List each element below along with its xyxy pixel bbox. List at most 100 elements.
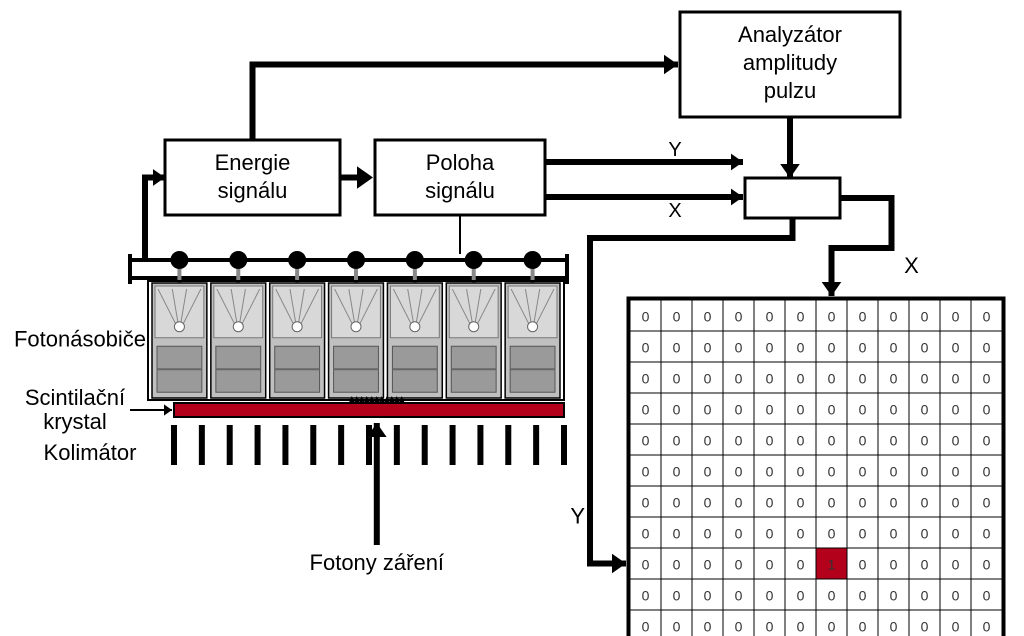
analyzer-line3: pulzu — [764, 78, 817, 103]
line-nodes-energy — [145, 178, 165, 261]
matrix-cell-value: 0 — [952, 557, 960, 573]
matrix-cell-value: 0 — [704, 588, 712, 604]
matrix-cell-value: 0 — [797, 557, 805, 573]
matrix-cell-value: 0 — [859, 464, 867, 480]
matrix-cell-value: 0 — [735, 588, 743, 604]
matrix-cell-value: 0 — [797, 464, 805, 480]
matrix-cell-value: 0 — [921, 402, 929, 418]
matrix-cell-value: 0 — [766, 495, 774, 511]
matrix-cell-value: 0 — [642, 495, 650, 511]
matrix-cell-value: 0 — [642, 588, 650, 604]
matrix-cell-value: 0 — [890, 402, 898, 418]
matrix-cell-value: 0 — [921, 495, 929, 511]
matrix-cell-value: 0 — [797, 433, 805, 449]
energy-line2: signálu — [218, 178, 288, 203]
matrix-x-label: X — [904, 253, 919, 278]
matrix-cell-value: 0 — [797, 526, 805, 542]
matrix-cell-value: 0 — [983, 464, 991, 480]
matrix-cell-value: 0 — [673, 619, 681, 635]
node-dot — [229, 251, 247, 269]
matrix-cell-value: 0 — [673, 433, 681, 449]
matrix-cell-value: 0 — [952, 371, 960, 387]
matrix-cell-value: 0 — [704, 464, 712, 480]
matrix-cell-value: 0 — [983, 402, 991, 418]
matrix-cell-value: 0 — [704, 340, 712, 356]
matrix-cell-value: 0 — [735, 526, 743, 542]
matrix-cell-value: 0 — [797, 402, 805, 418]
matrix-cell-value: 0 — [673, 557, 681, 573]
node-dot — [465, 251, 483, 269]
matrix-cell-value: 0 — [673, 495, 681, 511]
analyzer-line2: amplitudy — [743, 50, 837, 75]
node-dot — [170, 251, 188, 269]
matrix-cell-value: 0 — [983, 588, 991, 604]
y-label: Y — [668, 139, 681, 161]
matrix-cell-value: 0 — [642, 433, 650, 449]
matrix-cell-value: 0 — [766, 557, 774, 573]
matrix-cell-value: 0 — [859, 588, 867, 604]
matrix-cell-value: 0 — [797, 371, 805, 387]
matrix-cell-value: 0 — [642, 526, 650, 542]
matrix-cell-value: 0 — [735, 433, 743, 449]
matrix-cell-value: 0 — [890, 464, 898, 480]
energy-line1: Energie — [215, 150, 291, 175]
matrix-cell-value: 0 — [859, 557, 867, 573]
matrix-cell-value: 0 — [952, 526, 960, 542]
matrix-cell-value: 0 — [797, 495, 805, 511]
matrix-cell-value: 0 — [828, 588, 836, 604]
matrix-cell-value: 0 — [735, 309, 743, 325]
matrix-cell-value: 0 — [704, 309, 712, 325]
matrix-cell-value: 0 — [766, 464, 774, 480]
matrix-cell-value: 0 — [673, 588, 681, 604]
matrix-cell-value: 0 — [766, 309, 774, 325]
matrix-cell-value: 0 — [673, 309, 681, 325]
node-dot — [288, 251, 306, 269]
position-line2: signálu — [425, 178, 495, 203]
matrix-cell-value: 0 — [921, 371, 929, 387]
matrix-cell-value: 0 — [983, 557, 991, 573]
matrix-cell-value: 0 — [735, 371, 743, 387]
matrix-cell-value: 0 — [704, 557, 712, 573]
matrix-cell-value: 0 — [766, 371, 774, 387]
matrix-cell-value: 1 — [828, 557, 836, 573]
matrix-cell-value: 0 — [828, 340, 836, 356]
matrix-cell-value: 0 — [890, 588, 898, 604]
matrix-cell-value: 0 — [890, 526, 898, 542]
matrix-cell-value: 0 — [921, 433, 929, 449]
matrix-cell-value: 0 — [673, 526, 681, 542]
matrix-cell-value: 0 — [673, 464, 681, 480]
matrix-cell-value: 0 — [642, 340, 650, 356]
x-label: X — [668, 200, 681, 222]
line-energy-analyzer — [253, 65, 679, 141]
matrix-cell-value: 0 — [766, 433, 774, 449]
matrix-cell-value: 0 — [673, 340, 681, 356]
matrix-cell-value: 0 — [766, 340, 774, 356]
photons-label: Fotony záření — [310, 550, 445, 575]
matrix-cell-value: 0 — [983, 309, 991, 325]
matrix-cell-value: 0 — [890, 495, 898, 511]
matrix-cell-value: 0 — [828, 464, 836, 480]
matrix-cell-value: 0 — [952, 495, 960, 511]
matrix-cell-value: 0 — [673, 402, 681, 418]
matrix-cell-value: 0 — [983, 526, 991, 542]
matrix-cell-value: 0 — [797, 619, 805, 635]
matrix-cell-value: 0 — [890, 340, 898, 356]
matrix-cell-value: 0 — [983, 619, 991, 635]
crystal-label2: krystal — [43, 409, 107, 434]
matrix-cell-value: 0 — [859, 495, 867, 511]
matrix-cell-value: 0 — [952, 619, 960, 635]
matrix-cell-value: 0 — [828, 495, 836, 511]
matrix-cell-value: 0 — [704, 495, 712, 511]
matrix-cell-value: 0 — [797, 588, 805, 604]
matrix-cell-value: 0 — [890, 371, 898, 387]
matrix-cell-value: 0 — [704, 526, 712, 542]
gate-box — [745, 178, 840, 218]
matrix-cell-value: 0 — [952, 588, 960, 604]
matrix-cell-value: 0 — [673, 371, 681, 387]
matrix-cell-value: 0 — [642, 619, 650, 635]
matrix-cell-value: 0 — [828, 433, 836, 449]
matrix-cell-value: 0 — [921, 464, 929, 480]
crystal-label1: Scintilační — [25, 385, 125, 410]
matrix-cell-value: 0 — [921, 588, 929, 604]
matrix-cell-value: 0 — [921, 557, 929, 573]
